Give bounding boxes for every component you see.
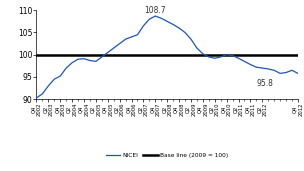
Text: 95.8: 95.8 [256, 79, 273, 88]
Text: 108.7: 108.7 [144, 6, 166, 15]
Legend: NICEI, Base line (2009 = 100): NICEI, Base line (2009 = 100) [104, 150, 231, 160]
